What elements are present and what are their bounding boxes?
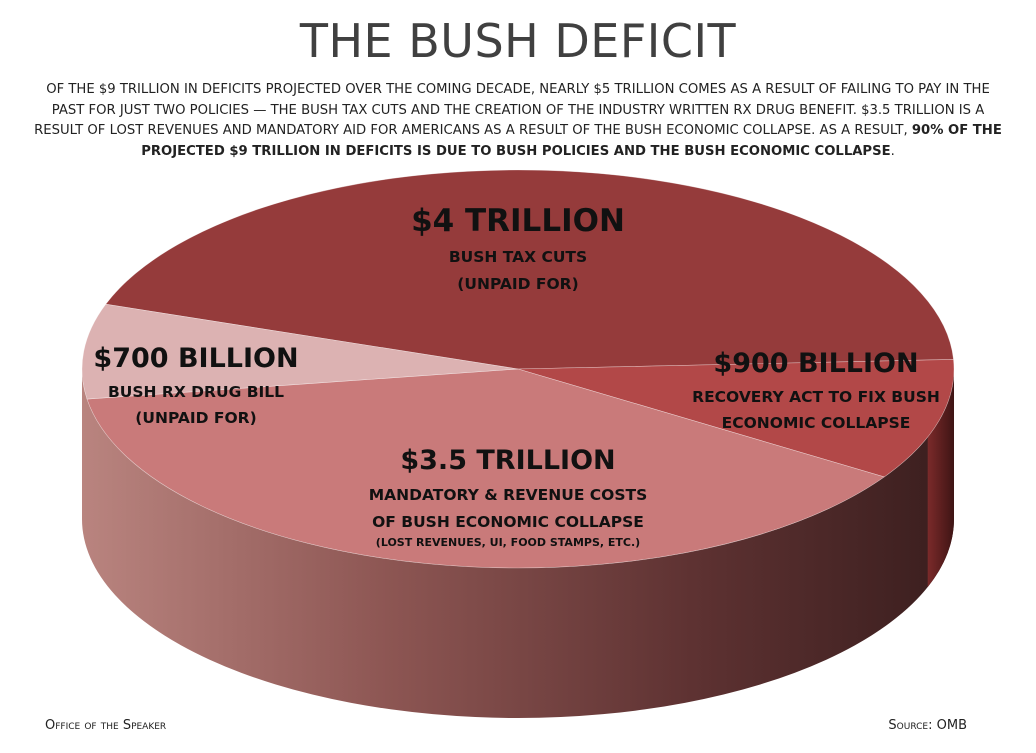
- subtitle-end: .: [890, 143, 895, 159]
- slice-desc-label-2-1: OF BUSH ECONOMIC COLLAPSE: [372, 513, 644, 531]
- pie-slice-2: [86, 368, 885, 569]
- footer-source: Source: OMB: [888, 718, 967, 733]
- pie-slice-1: [517, 359, 955, 478]
- subtitle-text: OF THE $9 TRILLION IN DEFICITS PROJECTED…: [34, 82, 990, 138]
- slice-value-label-1: $900 BILLION: [713, 348, 918, 379]
- slice-desc-label-1-1: ECONOMIC COLLAPSE: [722, 414, 911, 432]
- chart-subtitle: OF THE $9 TRILLION IN DEFICITS PROJECTED…: [30, 80, 1006, 162]
- slice-value-label-2: $3.5 TRILLION: [400, 445, 615, 476]
- slice-desc-label-0-1: (UNPAID FOR): [457, 275, 578, 293]
- pie-side-surface: [82, 369, 954, 718]
- pie-labels: $4 TRILLION BUSH TAX CUTS (UNPAID FOR) $900…: [93, 203, 939, 549]
- slice-note-label-2: (LOST REVENUES, UI, FOOD STAMPS, ETC.): [376, 536, 640, 549]
- pie-slice-3: [81, 303, 519, 400]
- pie-side-wall: [82, 369, 954, 718]
- slice-value-label-3: $700 BILLION: [93, 343, 298, 374]
- footer-office: Office of the Speaker: [45, 718, 167, 733]
- pie-top-face: [81, 169, 955, 569]
- pie-side-segment: [927, 369, 954, 588]
- slice-desc-label-1-0: RECOVERY ACT TO FIX BUSH: [692, 388, 940, 406]
- subtitle-bold-text: 90% OF THE PROJECTED $9 TRILLION IN DEFI…: [141, 123, 1002, 159]
- slice-desc-label-2-0: MANDATORY & REVENUE COSTS: [369, 486, 648, 504]
- slice-desc-label-0-0: BUSH TAX CUTS: [449, 248, 587, 266]
- slice-value-label-0: $4 TRILLION: [411, 203, 625, 239]
- slice-desc-label-3-0: BUSH RX DRUG BILL: [108, 383, 284, 401]
- slice-desc-label-3-1: (UNPAID FOR): [135, 409, 256, 427]
- chart-title: THE BUSH DEFICIT: [299, 14, 737, 68]
- pie-slice-0: [105, 169, 954, 370]
